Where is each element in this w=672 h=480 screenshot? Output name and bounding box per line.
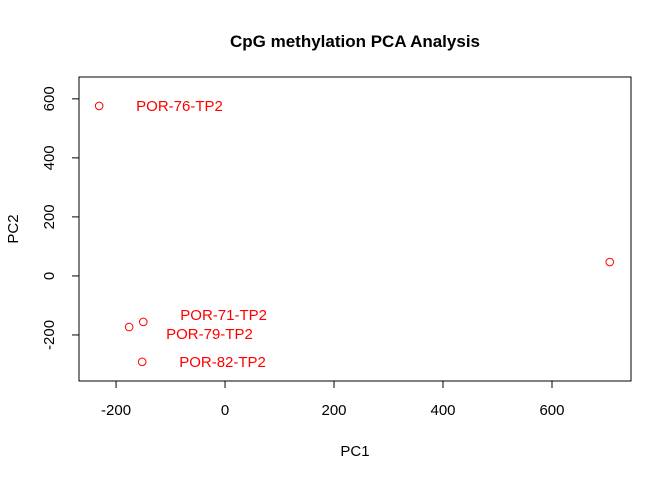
x-tick-label: -200 bbox=[101, 402, 131, 419]
data-point bbox=[124, 322, 134, 332]
y-tick-label: -200 bbox=[41, 320, 58, 350]
y-tick-label: 600 bbox=[41, 86, 58, 111]
point-label: POR-71-TP2 bbox=[180, 307, 267, 324]
data-point bbox=[137, 357, 147, 367]
point-label: POR-82-TP2 bbox=[179, 354, 266, 371]
plot-box bbox=[78, 76, 632, 382]
x-tick-label: 0 bbox=[221, 402, 229, 419]
point-label: POR-76-TP2 bbox=[136, 98, 223, 115]
y-tick-label: 0 bbox=[41, 272, 58, 280]
x-tick-label: 200 bbox=[322, 402, 347, 419]
y-tick-label: 200 bbox=[41, 204, 58, 229]
data-point bbox=[605, 257, 615, 267]
y-tick-label: 400 bbox=[41, 145, 58, 170]
chart-title: CpG methylation PCA Analysis bbox=[230, 32, 480, 51]
point-label: POR-79-TP2 bbox=[166, 326, 253, 343]
data-point bbox=[94, 101, 104, 111]
y-axis-label: PC2 bbox=[5, 214, 22, 243]
data-point bbox=[139, 317, 148, 327]
x-tick-label: 600 bbox=[539, 402, 564, 419]
x-axis-label: PC1 bbox=[340, 443, 369, 460]
x-tick-label: 400 bbox=[430, 402, 455, 419]
